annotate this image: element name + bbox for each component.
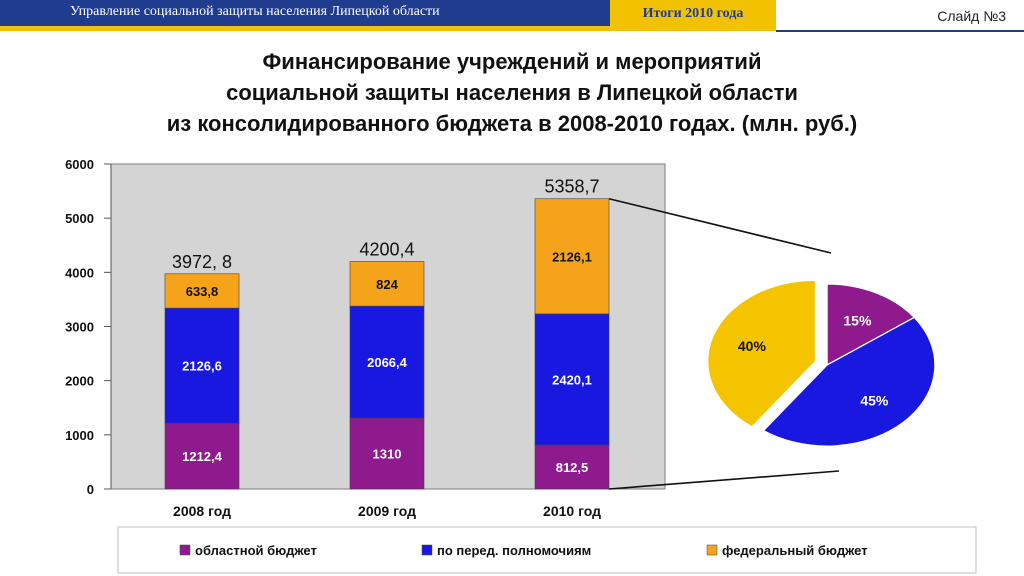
bar-segment-1-1 — [349, 305, 425, 419]
bar-segment-1-0 — [349, 417, 425, 490]
connector-line-bottom — [608, 470, 840, 490]
y-tick-label: 3000 — [65, 320, 94, 335]
bar-segment-label: 2420,1 — [552, 372, 592, 387]
bar-segment-label: 1212,4 — [182, 449, 223, 464]
bar-total-label: 3972, 8 — [172, 252, 232, 272]
org-name: Управление социальной защиты населения Л… — [70, 4, 440, 19]
y-tick-label: 4000 — [65, 265, 94, 280]
bar-segment-label: 2126,1 — [552, 249, 592, 264]
legend-label: областной бюджет — [195, 543, 317, 558]
bar-segment-label: 2066,4 — [367, 355, 408, 370]
pie-slice-label: 15% — [843, 312, 872, 328]
header-line — [776, 30, 1024, 32]
header-bar: Управление социальной защиты населения Л… — [0, 0, 610, 26]
bar-segment-label: 812,5 — [556, 460, 589, 475]
legend: областной бюджет по перед. полномочиям фед… — [117, 526, 977, 574]
slide-title: Финансирование учреждений и мероприятий … — [60, 46, 964, 139]
title-line-2: социальной защиты населения в Липецкой о… — [226, 80, 798, 105]
x-tick-label: 2008 год — [173, 503, 231, 519]
bar-segment-0-2 — [164, 273, 240, 309]
period-box: Итоги 2010 года — [610, 0, 776, 31]
x-tick-label: 2009 год — [358, 503, 416, 519]
title-line-1: Финансирование учреждений и мероприятий — [262, 49, 762, 74]
bars: 1212,4 2126,6 633,8 3972, 8 1310 2066,4 824 420… — [164, 177, 610, 490]
y-tick-label: 1000 — [65, 428, 94, 443]
legend-box — [117, 526, 977, 574]
period-label: Итоги 2010 года — [642, 6, 744, 21]
legend-label: федеральный бюджет — [722, 543, 868, 558]
connector-lines — [608, 197, 840, 490]
bar-segment-2-0 — [534, 444, 610, 490]
bar-segment-label: 1310 — [373, 447, 402, 462]
x-axis: 2008 год 2009 год 2010 год — [173, 503, 601, 519]
bar-total-label: 4200,4 — [359, 239, 414, 259]
y-tick-label: 2000 — [65, 374, 94, 389]
legend-swatch — [179, 544, 191, 556]
title-line-3: из консолидированного бюджета в 2008-201… — [166, 111, 858, 136]
y-tick-label: 0 — [87, 482, 94, 497]
slide-number: Слайд №3 — [937, 8, 1006, 24]
bar-segment-2-2 — [534, 198, 610, 315]
bar-total-label: 5358,7 — [544, 177, 599, 197]
header-gold-strip — [0, 26, 610, 31]
bar-segment-label: 2126,6 — [182, 359, 222, 374]
bar-segment-1-2 — [349, 261, 425, 307]
pie-chart: 15% 45% 40% — [706, 279, 936, 447]
bar-segment-0-1 — [164, 307, 240, 424]
connector-line-top — [608, 197, 832, 254]
legend-swatch — [706, 544, 718, 556]
y-axis: 0 1000 2000 3000 4000 5000 6000 — [65, 157, 112, 497]
y-tick-label: 5000 — [65, 211, 94, 226]
pie-slice-1 — [762, 316, 936, 447]
pie-slice-label: 40% — [738, 338, 767, 354]
x-tick-label: 2010 год — [543, 503, 601, 519]
pie-slice-2 — [706, 279, 817, 428]
pie-slice-label: 45% — [860, 393, 889, 409]
bar-segment-0-0 — [164, 423, 240, 490]
y-tick-label: 6000 — [65, 157, 94, 172]
bar-segment-label: 633,8 — [186, 284, 219, 299]
bar-segment-2-1 — [534, 313, 610, 446]
legend-swatch — [421, 544, 433, 556]
pie-slice-0 — [826, 283, 916, 367]
legend-label: по перед. полномочиям — [437, 543, 591, 558]
bar-segment-label: 824 — [376, 277, 398, 292]
